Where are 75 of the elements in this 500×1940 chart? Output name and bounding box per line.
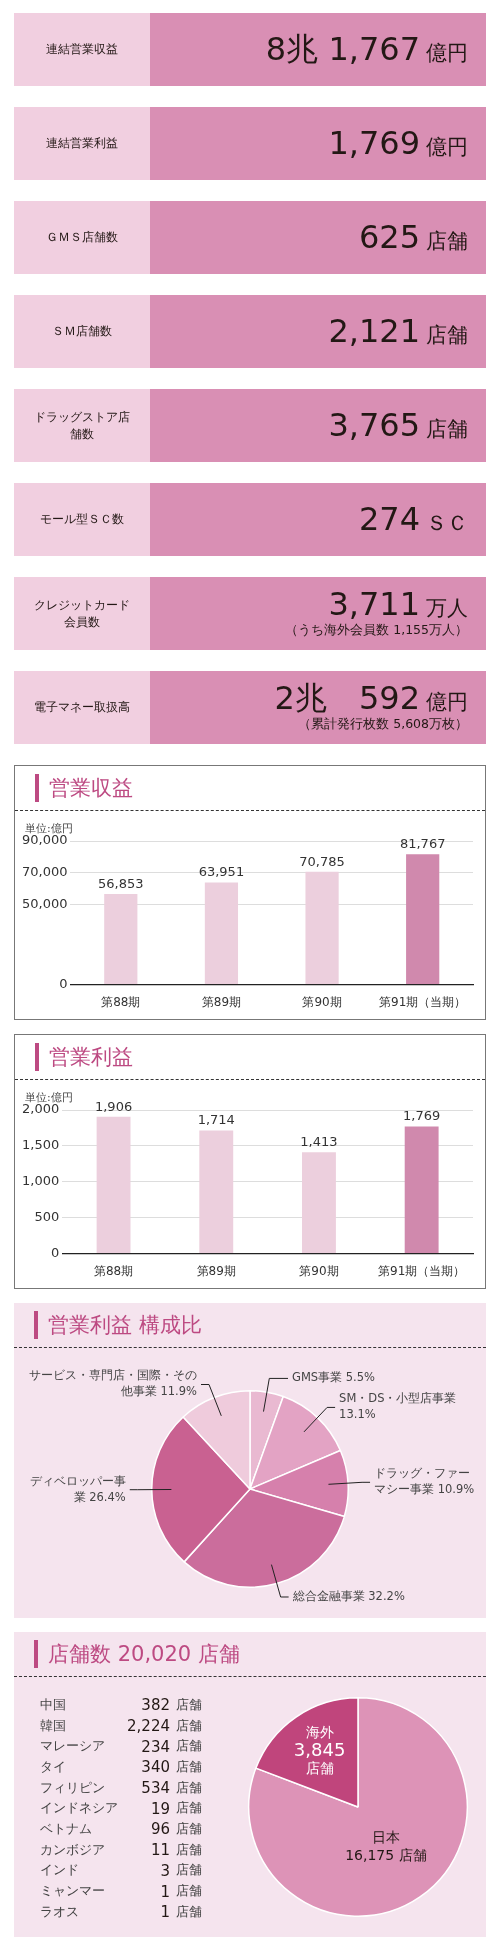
category-label: 連結営業利益 (46, 135, 118, 152)
category-label: ＧＭＳ店舗数 (46, 229, 118, 246)
text: （うち海外会員数 1,155万人） (285, 622, 468, 638)
slice-label: サービス・専門店・国際・その他事業 11.9% (29, 1368, 198, 1399)
bar (199, 1130, 234, 1254)
x-tick-label: 第90期 (299, 1263, 339, 1278)
slice-label: 総合金融事業 32.2% (291, 1588, 405, 1603)
bar (302, 1152, 336, 1254)
category-label: クレジットカード会員数 (33, 597, 131, 630)
text: 3,711 万人 (328, 584, 468, 623)
text: 274 ＳＣ (358, 499, 468, 538)
x-tick-label: 第89期 (196, 1263, 236, 1278)
x-tick-label: 第88期 (101, 994, 141, 1009)
data-label: 56,853 (98, 875, 144, 891)
data-label: 1,769 (403, 1108, 441, 1124)
y-tick-label: 0 (59, 975, 68, 991)
text: （累計発行枚数 5,608万枚） (298, 716, 468, 732)
text: 韓国 2,224 店舗 (40, 1717, 202, 1736)
data-label: 70,785 (299, 853, 345, 869)
data-label: 63,951 (198, 864, 245, 880)
data-label: 13.1% (339, 1407, 376, 1422)
chart-title: 店舗数 20,020 店舗 (48, 1641, 240, 1668)
text: マレーシア 234 店舗 (40, 1737, 202, 1756)
text: 625 店舗 (358, 217, 468, 256)
text: ミャンマー 1 店舗 (40, 1882, 202, 1901)
text: 3,765 店舗 (328, 405, 468, 444)
y-tick-label: 1,500 (22, 1137, 60, 1153)
y-tick-label: 500 (34, 1209, 60, 1225)
category-label: 連結営業収益 (46, 41, 118, 58)
data-label: 1,413 (300, 1134, 338, 1150)
x-tick-label: 第90期 (302, 994, 342, 1009)
bar (96, 1116, 131, 1254)
data-label: 16,175 店舗 (345, 1846, 427, 1863)
bar (404, 1126, 439, 1254)
x-tick-label: 第88期 (93, 1263, 134, 1278)
text: 2兆 592 億円 (274, 678, 468, 717)
text: インド 3 店舗 (40, 1861, 202, 1880)
slice-label: 海外 (305, 1723, 334, 1740)
x-tick-label: 第91期（当期） (378, 1263, 466, 1278)
text: ラオス 1 店舗 (40, 1903, 202, 1922)
text: カンボジア 11 店舗 (40, 1841, 202, 1860)
text: フィリピン 534 店舗 (40, 1779, 202, 1798)
text: 1,769 億円 (328, 123, 468, 162)
text: 8兆 1,767 億円 (265, 29, 468, 68)
bar (104, 893, 138, 985)
text: 中国 382 店舗 (40, 1696, 202, 1715)
data-label: 1,714 (197, 1112, 235, 1128)
bar (305, 871, 339, 985)
data-label: 81,767 (399, 836, 446, 852)
y-tick-label: 70,000 (21, 864, 68, 880)
chart-title: 営業収益 (49, 775, 133, 802)
slice-label: GMS事業 5.5% (292, 1370, 376, 1385)
slice-label: ディベロッパー事業 26.4% (29, 1473, 126, 1504)
chart-title: 営業利益 (49, 1044, 133, 1071)
slice-label: SM・DS・小型店事業 (339, 1391, 457, 1406)
bar (406, 854, 440, 985)
text: ベトナム 96 店舗 (40, 1820, 202, 1839)
slice-label: 日本 (371, 1828, 400, 1845)
x-tick-label: 第91期（当期） (379, 994, 467, 1009)
bar (204, 882, 239, 985)
text: インドネシア 19 店舗 (40, 1799, 202, 1818)
text: 2,121 店舗 (328, 311, 468, 350)
text: タイ 340 店舗 (40, 1758, 202, 1777)
category-label: ドラッグストア店舗数 (33, 409, 131, 442)
y-tick-label: 1,000 (22, 1173, 60, 1189)
x-tick-label: 第89期 (201, 994, 242, 1009)
chart-title: 営業利益 構成比 (48, 1312, 202, 1339)
y-tick-label: 0 (50, 1244, 60, 1260)
data-label: 1,906 (94, 1098, 133, 1114)
slice-label: ドラッグ・ファーマシー事業 10.9% (374, 1466, 475, 1497)
category-label: モール型ＳＣ数 (40, 511, 124, 528)
category-label: 電子マネー取扱高 (34, 699, 130, 716)
category-label: ＳＭ店舗数 (52, 323, 112, 340)
data-label: 3,845 店舗 (293, 1738, 346, 1776)
y-tick-label: 50,000 (21, 896, 68, 912)
